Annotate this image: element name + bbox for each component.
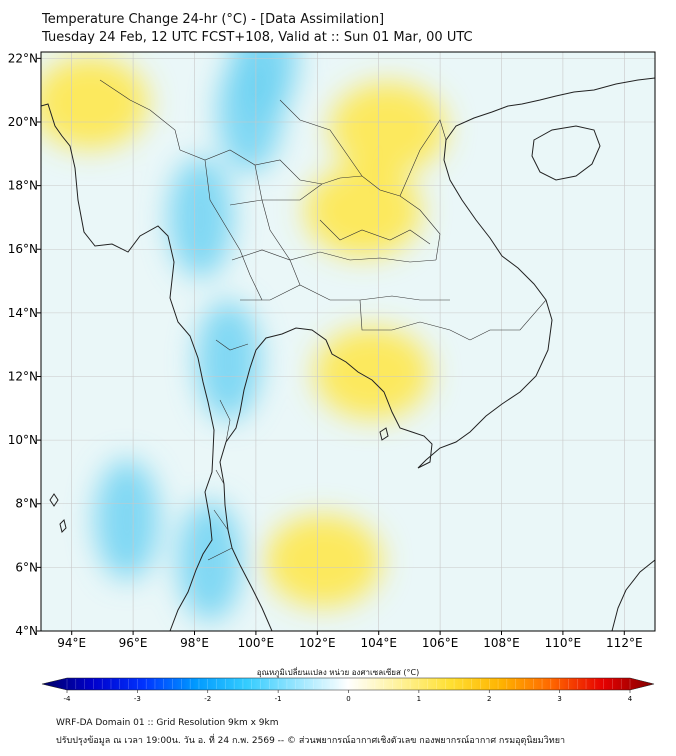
lat-tick-label: 8°N [15, 497, 38, 511]
latitude-ticks: 22°N 20°N 18°N 16°N 14°N 12°N 10°N 8°N 6°N 4°N [8, 51, 41, 638]
cool-anomaly-10 [233, 52, 298, 119]
borneo-coast [611, 559, 655, 631]
colorbar-tick-label: 0 [346, 695, 350, 703]
colorbar-tick-label: 4 [628, 695, 633, 703]
colorbar-tick-label: -3 [134, 695, 141, 703]
lon-tick-label: 102°E [299, 636, 336, 650]
coastline-east [219, 77, 655, 631]
footer-credit: ปรับปรุงข้อมูล ณ เวลา 19:00น. วัน อ. ที่… [56, 736, 566, 746]
colorbar-tick-label: -2 [204, 695, 211, 703]
warm-anomaly-4 [314, 327, 431, 420]
cool-anomaly-6 [196, 300, 261, 421]
colorbar-tick-label: 1 [417, 695, 421, 703]
lat-tick-label: 4°N [15, 624, 38, 638]
colorbar-tick-label: 2 [487, 695, 491, 703]
warm-anomaly-2 [41, 56, 149, 149]
footer-model-info: WRF-DA Domain 01 :: Grid Resolution 9km … [56, 718, 279, 728]
lat-tick-label: 20°N [8, 115, 38, 129]
anomaly-field [41, 52, 446, 622]
lon-tick-label: 94°E [57, 636, 86, 650]
lat-tick-label: 16°N [8, 242, 38, 256]
lat-tick-label: 22°N [8, 51, 38, 65]
lon-tick-label: 110°E [545, 636, 582, 650]
colorbar-tick-label: 3 [557, 695, 561, 703]
andaman-islands [49, 493, 67, 533]
provincial-borders [99, 79, 547, 561]
lon-tick-label: 96°E [119, 636, 148, 650]
hainan-island [531, 125, 601, 181]
colorbar-tick-label: -1 [275, 695, 282, 703]
warm-anomaly-3 [265, 515, 382, 608]
lat-tick-label: 14°N [8, 306, 38, 320]
lon-tick-label: 108°E [483, 636, 520, 650]
lon-tick-label: 112°E [606, 636, 643, 650]
colorbar-tick-label: -4 [64, 695, 72, 703]
lat-tick-label: 10°N [8, 433, 38, 447]
lon-tick-label: 100°E [238, 636, 275, 650]
warm-anomaly-0 [305, 165, 422, 258]
lon-tick-label: 106°E [422, 636, 459, 650]
map-subtitle: Tuesday 24 Feb, 12 UTC FCST+108, Valid a… [42, 30, 473, 45]
coastlines [41, 77, 655, 631]
map-border [40, 51, 656, 632]
colorbar-title: อุณหภูมิเปลี่ยนแปลง หน่วย องศาเซลเซียส (… [256, 668, 420, 677]
colorbar-ticks: -4 -3 -2 -1 0 1 2 3 4 [64, 679, 633, 703]
map-frame [40, 51, 656, 632]
colorbar: -4 -3 -2 -1 0 1 2 3 4 [41, 677, 655, 703]
colorbar-bar [41, 677, 655, 691]
coastline-west [41, 103, 215, 631]
warm-anomaly-1 [329, 82, 446, 175]
cool-anomaly-8 [177, 501, 242, 622]
map-title: Temperature Change 24-hr (°C) - [Data As… [42, 12, 385, 27]
lon-tick-label: 104°E [360, 636, 397, 650]
longitude-ticks: 94°E 96°E 98°E 100°E 102°E 104°E 106°E 108°E 110… [57, 631, 643, 650]
lat-tick-label: 18°N [8, 179, 38, 193]
cool-anomaly-5 [168, 157, 233, 278]
cool-anomaly-9 [94, 459, 159, 580]
phu-quoc-island [379, 427, 389, 441]
lon-tick-label: 98°E [180, 636, 209, 650]
lat-tick-label: 6°N [15, 560, 38, 574]
graticule [41, 52, 655, 631]
lat-tick-label: 12°N [8, 369, 38, 383]
